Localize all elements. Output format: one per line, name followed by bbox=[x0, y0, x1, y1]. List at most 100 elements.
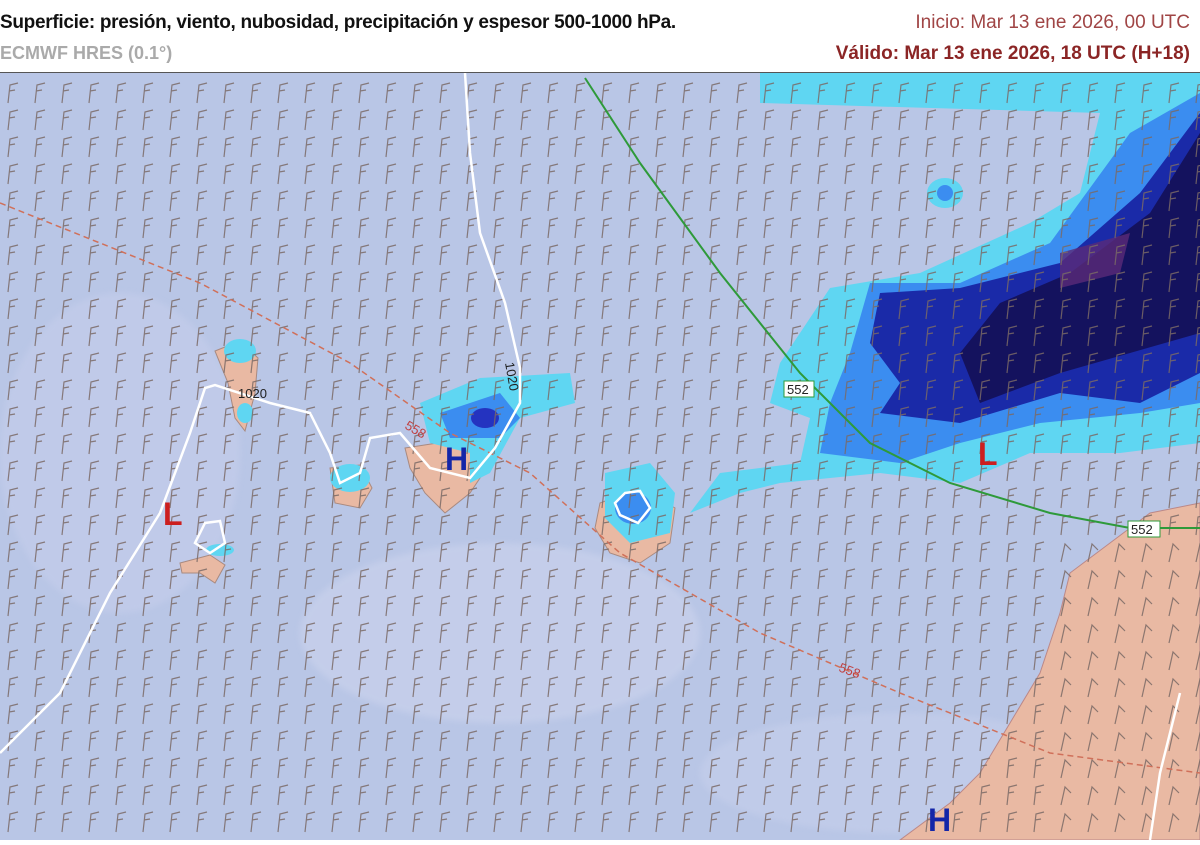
wind-barb bbox=[682, 730, 694, 752]
wind-barb bbox=[331, 379, 343, 401]
wind-barb bbox=[601, 271, 613, 293]
wind-barb bbox=[1087, 812, 1099, 833]
wind-barb bbox=[601, 703, 613, 725]
wind-barb bbox=[817, 568, 829, 590]
wind-barb bbox=[88, 352, 100, 374]
wind-barb bbox=[574, 190, 586, 212]
wind-barb bbox=[844, 406, 856, 428]
wind-barb bbox=[1168, 569, 1180, 590]
wind-barb bbox=[196, 730, 208, 752]
wind-barb bbox=[655, 622, 667, 644]
wind-barb bbox=[1006, 82, 1018, 104]
wind-barb bbox=[196, 271, 208, 293]
wind-barb bbox=[196, 433, 208, 455]
wind-barb bbox=[493, 244, 505, 266]
wind-barb bbox=[925, 82, 937, 104]
wind-barb bbox=[547, 757, 559, 779]
wind-barb bbox=[331, 433, 343, 455]
wind-barb bbox=[331, 784, 343, 806]
wind-barb bbox=[61, 406, 73, 428]
weather-map[interactable]: 1020 1020 558 558 552 552 L H L H bbox=[0, 72, 1200, 841]
wind-barb bbox=[979, 406, 991, 428]
wind-barb bbox=[88, 784, 100, 806]
wind-barb bbox=[196, 217, 208, 239]
wind-barb bbox=[1087, 217, 1099, 239]
wind-barb bbox=[466, 406, 478, 428]
wind-barb bbox=[601, 325, 613, 347]
wind-barb bbox=[952, 784, 964, 806]
wind-barb bbox=[358, 82, 370, 104]
wind-barb bbox=[169, 649, 181, 671]
wind-barb bbox=[952, 298, 964, 320]
wind-barb bbox=[34, 217, 46, 239]
wind-barb bbox=[385, 460, 397, 482]
wind-barb bbox=[196, 703, 208, 725]
wind-barb bbox=[925, 811, 937, 833]
wind-barb bbox=[331, 352, 343, 374]
wind-barb bbox=[142, 244, 154, 266]
wind-barb bbox=[1168, 487, 1180, 509]
wind-barb bbox=[385, 190, 397, 212]
wind-barb bbox=[763, 811, 775, 833]
wind-barb bbox=[790, 460, 802, 482]
wind-barb bbox=[61, 190, 73, 212]
wind-barb bbox=[574, 163, 586, 185]
wind-barb bbox=[304, 757, 316, 779]
wind-barb bbox=[223, 271, 235, 293]
wind-barb bbox=[1087, 758, 1099, 779]
wind-barb bbox=[1087, 163, 1099, 185]
wind-barb bbox=[1168, 650, 1180, 671]
wind-barb bbox=[169, 271, 181, 293]
wind-barb bbox=[1141, 812, 1153, 833]
wind-barb bbox=[7, 109, 19, 131]
wind-barb bbox=[628, 136, 640, 158]
wind-barb bbox=[547, 82, 559, 104]
wind-barb bbox=[1141, 379, 1153, 401]
wind-barb bbox=[1168, 217, 1180, 239]
wind-barb bbox=[979, 325, 991, 347]
wind-barb bbox=[628, 352, 640, 374]
wind-barb bbox=[7, 703, 19, 725]
wind-barb bbox=[1141, 433, 1153, 455]
wind-barb bbox=[358, 325, 370, 347]
wind-barb bbox=[169, 730, 181, 752]
wind-barb bbox=[277, 568, 289, 590]
wind-barb bbox=[1087, 136, 1099, 158]
wind-barb bbox=[250, 784, 262, 806]
wind-barb bbox=[601, 379, 613, 401]
wind-barb bbox=[7, 136, 19, 158]
wind-barb bbox=[736, 784, 748, 806]
wind-barb bbox=[628, 595, 640, 617]
wind-barb bbox=[952, 244, 964, 266]
wind-barb bbox=[1114, 758, 1126, 779]
wind-barb bbox=[1033, 163, 1045, 185]
wind-barb bbox=[34, 784, 46, 806]
wind-barb bbox=[331, 514, 343, 536]
wind-barb bbox=[763, 730, 775, 752]
wind-barb bbox=[1195, 650, 1200, 671]
wind-barb bbox=[493, 649, 505, 671]
wind-barb bbox=[88, 676, 100, 698]
wind-barb bbox=[34, 298, 46, 320]
wind-barb bbox=[655, 190, 667, 212]
wind-barb bbox=[331, 487, 343, 509]
wind-barb bbox=[655, 487, 667, 509]
wind-barb bbox=[1141, 163, 1153, 185]
wind-barb bbox=[952, 325, 964, 347]
wind-barb bbox=[898, 217, 910, 239]
wind-barb bbox=[547, 568, 559, 590]
wind-barb bbox=[925, 676, 937, 698]
wind-barb bbox=[277, 325, 289, 347]
wind-barb bbox=[1060, 785, 1072, 806]
wind-barb bbox=[223, 217, 235, 239]
wind-barb bbox=[574, 433, 586, 455]
wind-barb bbox=[304, 703, 316, 725]
wind-barb bbox=[817, 190, 829, 212]
wind-barb bbox=[952, 136, 964, 158]
wind-barb bbox=[466, 433, 478, 455]
wind-barb bbox=[655, 784, 667, 806]
wind-barb bbox=[898, 514, 910, 536]
wind-barb bbox=[358, 433, 370, 455]
wind-barb bbox=[196, 352, 208, 374]
wind-barb bbox=[358, 784, 370, 806]
